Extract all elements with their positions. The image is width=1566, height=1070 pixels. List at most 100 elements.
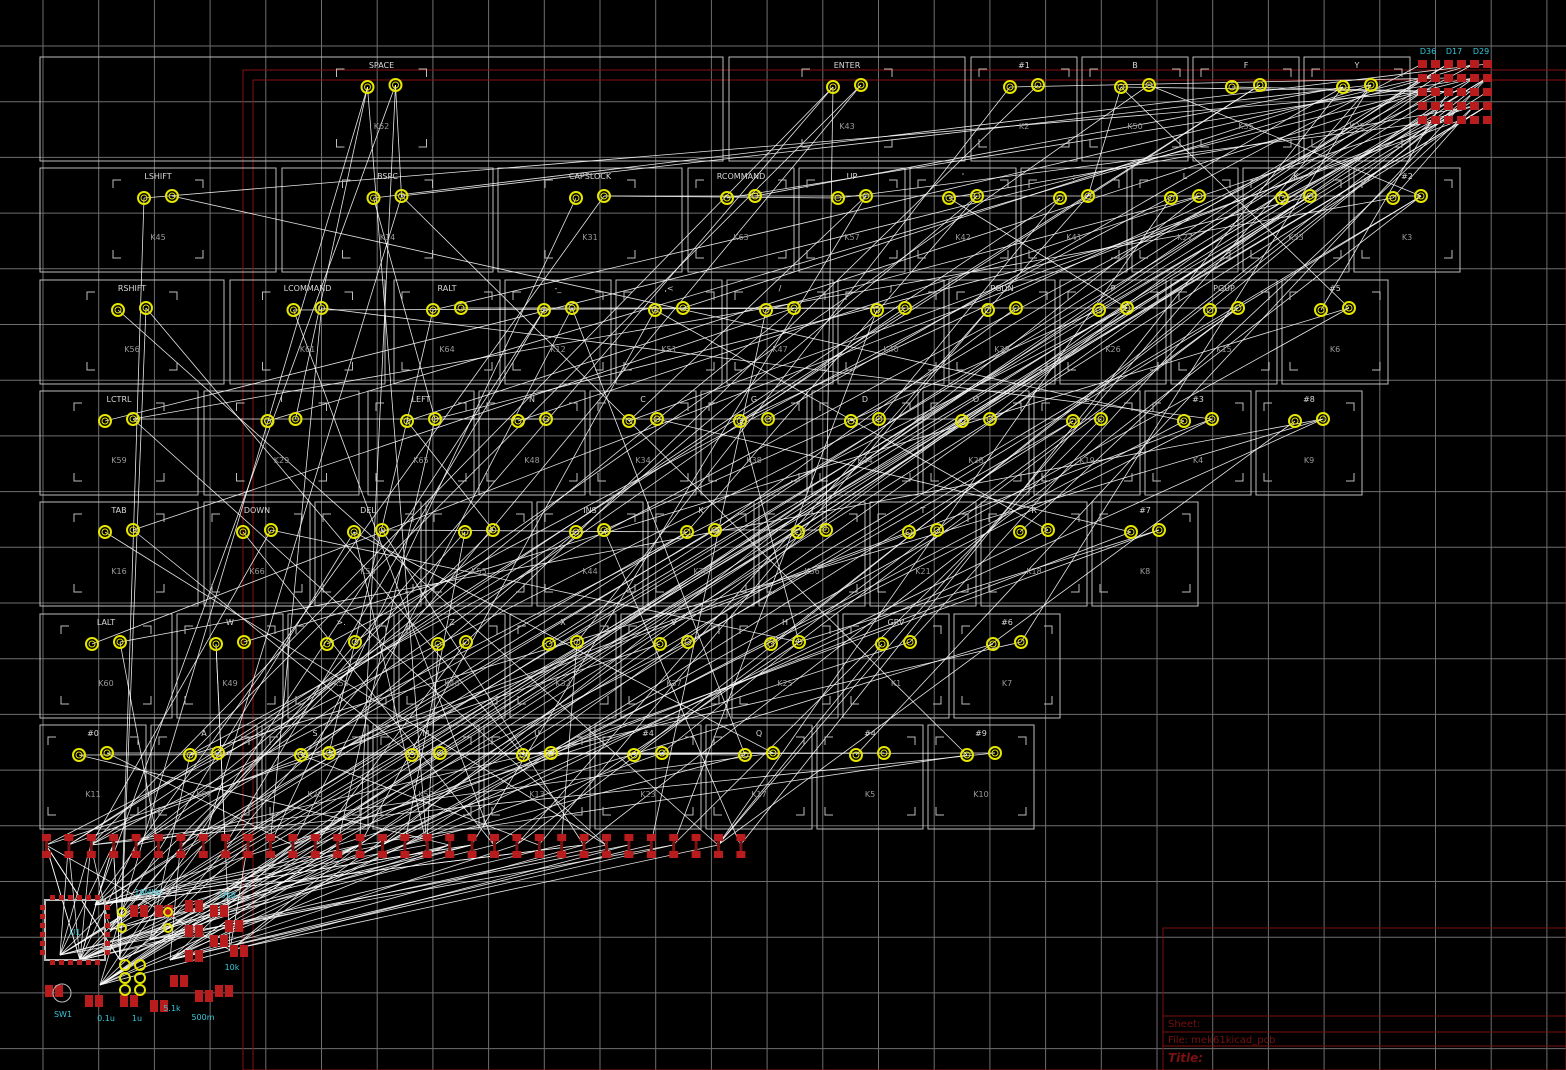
key-switch-k42[interactable]: ' K42 — [917, 172, 1009, 259]
diode-pad — [1483, 88, 1492, 96]
mcu-refdes: U1 — [70, 928, 81, 937]
key-switch-k64[interactable]: RALT K64 — [401, 284, 493, 371]
key-switch-k62[interactable]: SPACE K62 — [336, 61, 427, 148]
key-switch-k24[interactable]: D K24 — [819, 395, 911, 482]
key-switch-k13[interactable]: U K13 — [491, 729, 583, 816]
key-switch-k5[interactable]: #4 K5 — [824, 729, 916, 816]
key-switch-k17[interactable]: Q K17 — [713, 729, 805, 816]
diode-pad — [579, 851, 589, 858]
key-switch-k12[interactable]: -_ K12 — [512, 284, 604, 371]
key-switch-k45[interactable]: LSHIFT K45 — [112, 172, 204, 259]
pad — [1152, 523, 1166, 537]
part-label-sw1: SW1 — [54, 1010, 72, 1019]
key-switch-k30[interactable]: K K30 — [655, 506, 747, 593]
diode-pad — [467, 851, 477, 858]
key-switch-k41[interactable]: ; K41 — [1028, 172, 1120, 259]
pad — [875, 637, 889, 651]
pad — [898, 301, 912, 315]
key-switch-k56[interactable]: RSHIFT K56 — [86, 284, 178, 371]
key-switch-k4[interactable]: #3 K4 — [1152, 395, 1244, 482]
key-switch-k35[interactable]: F K35 — [1200, 61, 1292, 148]
key-switch-k11[interactable]: #0 K11 — [47, 729, 139, 816]
key-switch-k31[interactable]: CAPSLOCK K31 — [544, 172, 636, 259]
diode-pad — [64, 834, 74, 841]
key-label: N — [529, 395, 535, 404]
key-refdes: K67 — [196, 790, 211, 799]
key-switch-k38[interactable]: G K38 — [708, 395, 800, 482]
key-switch-k25[interactable]: H K25 — [739, 618, 831, 705]
key-switch-k32[interactable]: X K32 — [517, 618, 609, 705]
pad — [183, 748, 197, 762]
diode-pad — [42, 834, 51, 841]
key-switch-k47[interactable]: / K47 — [734, 284, 826, 371]
key-switch-k39[interactable]: PGDN K39 — [956, 284, 1048, 371]
tht-pad — [134, 972, 146, 984]
key-switch-k36[interactable]: J K36 — [766, 506, 858, 593]
diode-pad — [355, 834, 365, 841]
key-switch-k26[interactable]: P K26 — [1067, 284, 1159, 371]
key-switch-k22[interactable]: Y K22 — [1311, 61, 1403, 148]
key-switch-k40[interactable]: J K40 — [845, 284, 937, 371]
diode-pad — [154, 834, 163, 841]
key-switch-k7[interactable]: #6 K7 — [961, 618, 1053, 705]
pad — [597, 189, 611, 203]
diode-pad — [1418, 74, 1427, 82]
key-switch-k63[interactable]: RCOMMAND K63 — [695, 172, 787, 259]
key-switch-k10[interactable]: #9 K10 — [935, 729, 1027, 816]
key-switch-k65[interactable]: LEFT K65 — [375, 395, 467, 482]
key-switch-k18[interactable]: R K18 — [988, 506, 1080, 593]
key-switch-k8[interactable]: #7 K8 — [1099, 506, 1191, 593]
key-switch-k14[interactable]: BSPC K14 — [342, 172, 433, 259]
key-switch-k51[interactable]: ,< K51 — [623, 284, 715, 371]
diode-pad — [333, 851, 343, 858]
key-switch-k60[interactable]: LALT K60 — [60, 618, 152, 705]
diode-pad — [602, 834, 611, 841]
diode-label: D36 — [1420, 47, 1436, 56]
key-switch-k9[interactable]: #8 K9 — [1263, 395, 1355, 482]
key-switch-k6[interactable]: #5 K6 — [1289, 284, 1381, 371]
key-switch-k29[interactable]: I K29 — [236, 395, 327, 482]
key-switch-k19[interactable]: E K19 — [1041, 395, 1133, 482]
key-switch-k20[interactable]: S K20 — [269, 729, 361, 816]
key-switch-k3[interactable]: #2 K3 — [1361, 172, 1453, 259]
pad — [622, 414, 636, 428]
pad — [322, 746, 336, 760]
key-switch-k50[interactable]: B K50 — [1089, 61, 1181, 148]
key-switch-k58[interactable]: >. K58 — [295, 618, 387, 705]
diode-pad — [602, 851, 611, 858]
key-switch-k21[interactable]: T K21 — [877, 506, 969, 593]
key-switch-k59[interactable]: LCTRL K59 — [73, 395, 165, 482]
key-label: B — [1132, 61, 1138, 70]
key-label: LALT — [97, 618, 115, 627]
pad — [569, 525, 583, 539]
key-switch-k61[interactable]: LCOMMAND K61 — [262, 284, 353, 371]
key-switch-k52[interactable]: M K52 — [380, 729, 472, 816]
key-switch-k1[interactable]: GRV K1 — [850, 618, 942, 705]
key-switch-k37[interactable]: V K37 — [628, 618, 720, 705]
diode-pad — [512, 851, 522, 858]
key-switch-k48[interactable]: N K48 — [486, 395, 578, 482]
key-label: LCTRL — [107, 395, 132, 404]
key-switch-k55[interactable]: . K55 — [433, 506, 525, 593]
key-switch-k23[interactable]: #4 K23 — [602, 729, 694, 816]
key-refdes: K11 — [85, 790, 100, 799]
key-switch-k46[interactable]: Z K46 — [406, 618, 498, 705]
key-switch-k33[interactable]: K K33 — [1250, 172, 1342, 259]
key-switch-k34[interactable]: C K34 — [597, 395, 689, 482]
part-label-f1: 500m — [191, 1013, 214, 1022]
key-switch-k67[interactable]: A K67 — [158, 729, 250, 816]
pad — [237, 635, 251, 649]
key-switch-k66[interactable]: DOWN K66 — [211, 506, 303, 593]
key-switch-k15[interactable]: PGUP K15 — [1178, 284, 1270, 371]
key-switch-k16[interactable]: TAB K16 — [73, 506, 165, 593]
key-switch-k49[interactable]: W K49 — [184, 618, 276, 705]
key-switch-k2[interactable]: #1 K2 — [978, 61, 1070, 148]
pad — [738, 748, 752, 762]
key-switch-k53[interactable]: DEL K53 — [322, 506, 414, 593]
key-switch-k28[interactable]: O K28 — [930, 395, 1022, 482]
key-switch-k44[interactable]: INS K44 — [544, 506, 636, 593]
key-switch-k43[interactable]: ENTER K43 — [801, 61, 893, 148]
key-switch-k27[interactable]: L K27 — [1139, 172, 1231, 259]
key-switch-k57[interactable]: UP K57 — [806, 172, 898, 259]
